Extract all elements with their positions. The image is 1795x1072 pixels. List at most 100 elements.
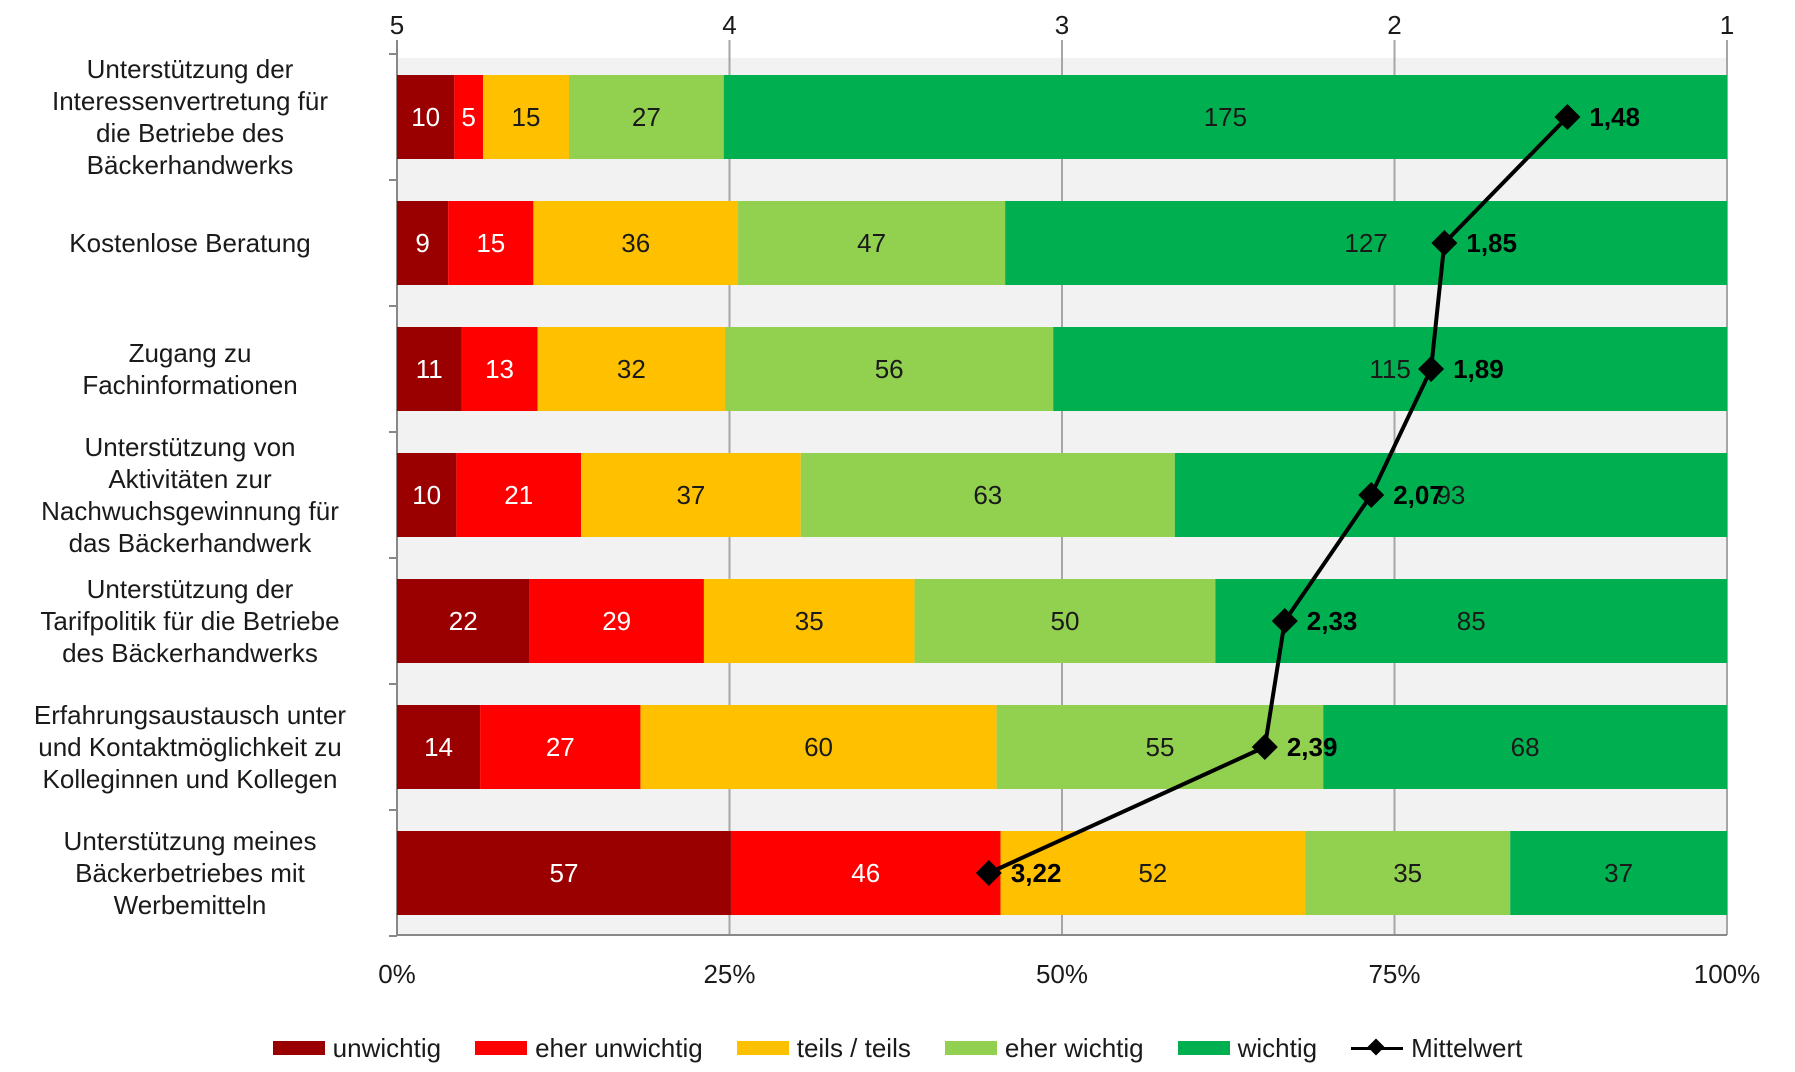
legend-swatch bbox=[736, 1041, 789, 1055]
mean-marker bbox=[1554, 104, 1581, 130]
x-tick-label-bottom: 50% bbox=[1036, 959, 1088, 989]
bar-value-label: 37 bbox=[1604, 858, 1633, 888]
bar-value-label: 47 bbox=[857, 228, 886, 258]
bar-segment bbox=[397, 327, 462, 411]
category-label-line: und Kontaktmöglichkeit zu bbox=[38, 732, 342, 762]
bar-segment bbox=[1174, 453, 1727, 537]
category-label-line: Bäckerhandwerks bbox=[86, 150, 294, 180]
bar-segment bbox=[456, 453, 582, 537]
category-label-line: des Bäckerhandwerks bbox=[62, 638, 318, 668]
mean-marker bbox=[1431, 230, 1458, 256]
category-label-line: Zugang zu bbox=[128, 338, 252, 368]
bar-value-label: 50 bbox=[1051, 606, 1080, 636]
bar-segment bbox=[568, 75, 724, 159]
bar-segment bbox=[454, 75, 483, 159]
bar-value-label: 35 bbox=[795, 606, 824, 636]
bar-value-label: 36 bbox=[621, 228, 650, 258]
bar-value-label: 15 bbox=[476, 228, 505, 258]
category-label-line: Unterstützung der bbox=[86, 574, 294, 604]
mean-value-label: 1,48 bbox=[1589, 102, 1640, 132]
bar-value-label: 14 bbox=[424, 732, 453, 762]
bar-segment bbox=[397, 831, 731, 915]
bar-value-label: 37 bbox=[676, 480, 705, 510]
mean-value-label: 1,89 bbox=[1453, 354, 1504, 384]
category-label: Erfahrungsaustausch unter und Kontaktmögl… bbox=[0, 699, 380, 795]
x-tick-label-top: 2 bbox=[1387, 10, 1401, 40]
bar-segment bbox=[537, 327, 726, 411]
bar-segment bbox=[738, 201, 1006, 285]
bar-segment bbox=[1053, 327, 1727, 411]
category-label-line: Werbemitteln bbox=[113, 890, 267, 920]
mean-value-label: 1,85 bbox=[1466, 228, 1517, 258]
category-label: Kostenlose Beratung bbox=[0, 227, 380, 259]
x-tick-label-top: 5 bbox=[390, 10, 404, 40]
legend-label: unwichtig bbox=[332, 1032, 442, 1063]
bar-segment bbox=[529, 579, 704, 663]
bar-value-label: 10 bbox=[411, 102, 440, 132]
bar-segment bbox=[914, 579, 1216, 663]
bar-segment bbox=[533, 201, 739, 285]
bar-value-label: 5 bbox=[461, 102, 475, 132]
bar-segment bbox=[581, 453, 801, 537]
bar-segment bbox=[1005, 201, 1727, 285]
mean-value-label: 2,33 bbox=[1307, 606, 1358, 636]
bar-segment bbox=[703, 579, 915, 663]
legend: unwichtig eher unwichtig teils / teils eher… bbox=[0, 1030, 1795, 1066]
category-label: Unterstützung von Aktivitäten zur Nachwuch… bbox=[0, 431, 380, 559]
bar-value-label: 27 bbox=[632, 102, 661, 132]
bar-value-label: 15 bbox=[512, 102, 541, 132]
category-label: Unterstützung meines Bäckerbetriebes mit W… bbox=[0, 825, 380, 921]
category-label-line: Bäckerbetriebes mit bbox=[75, 858, 305, 888]
bar-value-label: 22 bbox=[449, 606, 478, 636]
bar-value-label: 57 bbox=[550, 858, 579, 888]
legend-item: eher wichtig bbox=[944, 1032, 1144, 1064]
legend-swatch bbox=[1177, 1041, 1230, 1055]
legend-label: teils / teils bbox=[796, 1032, 911, 1063]
bar-value-label: 35 bbox=[1393, 858, 1422, 888]
x-tick-label-bottom: 75% bbox=[1368, 959, 1420, 989]
category-label: Unterstützung der Interessenvertretung fü… bbox=[0, 53, 380, 181]
category-label-line: Unterstützung der bbox=[86, 54, 294, 84]
mean-value-label: 2,39 bbox=[1287, 732, 1338, 762]
bar-segment bbox=[397, 75, 455, 159]
bar-value-label: 13 bbox=[485, 354, 514, 384]
bar-segment bbox=[397, 579, 530, 663]
bar-value-label: 29 bbox=[602, 606, 631, 636]
category-label-line: die Betriebe des bbox=[96, 118, 284, 148]
bar-segment bbox=[1510, 831, 1727, 915]
category-label-line: Aktivitäten zur bbox=[108, 464, 272, 494]
bar-value-label: 55 bbox=[1146, 732, 1175, 762]
bar-value-label: 21 bbox=[504, 480, 533, 510]
bar-value-label: 56 bbox=[875, 354, 904, 384]
bar-value-label: 63 bbox=[973, 480, 1002, 510]
category-label-line: Nachwuchsgewinnung für bbox=[41, 496, 339, 526]
bar-segment bbox=[461, 327, 538, 411]
bar-segment bbox=[1215, 579, 1727, 663]
bar-value-label: 52 bbox=[1138, 858, 1167, 888]
x-tick-label-bottom: 0% bbox=[378, 959, 416, 989]
category-label: Unterstützung der Tarifpolitik für die Be… bbox=[0, 573, 380, 669]
category-label-line: Erfahrungsaustausch unter bbox=[33, 700, 347, 730]
bar-segment bbox=[397, 201, 449, 285]
category-label-line: Unterstützung von bbox=[84, 432, 296, 462]
mean-marker bbox=[1271, 608, 1298, 634]
legend-mean-marker-icon bbox=[1351, 1038, 1404, 1058]
x-tick-label-top: 1 bbox=[1720, 10, 1734, 40]
legend-label: Mittelwert bbox=[1411, 1032, 1523, 1063]
bar-value-label: 68 bbox=[1511, 732, 1540, 762]
legend-label: eher wichtig bbox=[1004, 1032, 1144, 1063]
bar-value-label: 85 bbox=[1457, 606, 1486, 636]
bar-value-label: 32 bbox=[617, 354, 646, 384]
legend-label: wichtig bbox=[1237, 1032, 1318, 1063]
mean-marker bbox=[1358, 482, 1385, 508]
category-label-line: das Bäckerhandwerk bbox=[68, 528, 312, 558]
bar-segment bbox=[730, 831, 1001, 915]
category-label-line: Kolleginnen und Kollegen bbox=[42, 764, 338, 794]
mean-marker bbox=[1418, 356, 1445, 382]
bar-value-label: 46 bbox=[851, 858, 880, 888]
bar-value-label: 9 bbox=[415, 228, 429, 258]
category-label-line: Interessenvertretung für bbox=[51, 86, 329, 116]
legend-label: eher unwichtig bbox=[535, 1032, 703, 1063]
